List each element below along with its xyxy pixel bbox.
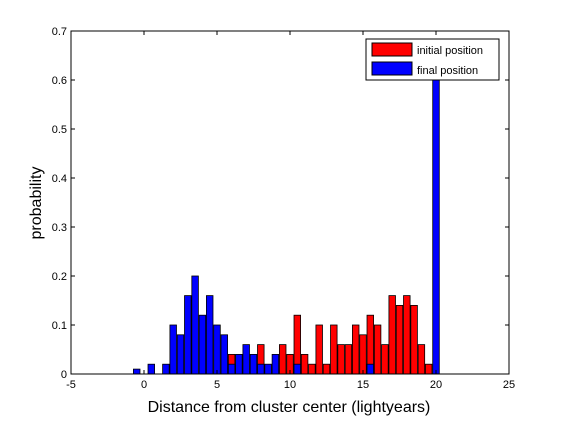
bar-final-6 — [191, 275, 199, 375]
x-axis-ticks: -5 0 5 10 15 20 25 — [66, 31, 515, 391]
legend-swatch-initial — [371, 42, 413, 57]
bar-initial-11 — [322, 363, 331, 375]
bar-initial-20 — [388, 295, 396, 375]
x-tick-label-0: -5 — [66, 379, 76, 391]
y-axis-label: probability — [28, 167, 45, 240]
y-tick-label-0: 0 — [61, 369, 67, 381]
plot-background — [71, 31, 509, 374]
y-tick-label-5: 0.5 — [52, 124, 67, 136]
y-tick-label-7: 0.7 — [52, 26, 67, 38]
x-tick-label-6: 25 — [503, 379, 515, 391]
bar-initial-24 — [417, 344, 426, 375]
y-tick-label-6: 0.6 — [52, 75, 67, 87]
series-initial-position — [227, 295, 433, 375]
x-tick-label-5: 20 — [430, 379, 442, 391]
bar-initial-10 — [315, 324, 323, 375]
x-tick-label-4: 15 — [357, 379, 369, 391]
bar-initial-21 — [395, 304, 404, 375]
bar-initial-15 — [352, 324, 360, 375]
x-tick-label-2: 5 — [214, 379, 220, 391]
bar-final-2 — [162, 363, 170, 375]
legend-swatch-final — [371, 61, 413, 76]
bar-initial-22 — [403, 295, 411, 375]
bar-final-4 — [176, 334, 185, 375]
bar-initial-19 — [381, 344, 389, 375]
bar-final-8 — [206, 295, 214, 375]
y-tick-label-3: 0.3 — [52, 222, 67, 234]
bar-final-10 — [220, 334, 228, 375]
bar-initial-16 — [359, 334, 367, 375]
bar-initial-8 — [300, 353, 309, 375]
legend: initial position final position — [365, 38, 500, 81]
bar-final-19 — [366, 363, 374, 375]
legend-label-initial: initial position — [417, 45, 483, 57]
bar-final-1 — [147, 363, 155, 375]
bar-final-5 — [184, 295, 192, 375]
bar-final-17 — [271, 353, 280, 375]
bar-initial-13 — [337, 344, 345, 375]
bar-final-11 — [227, 363, 236, 375]
bar-initial-5 — [279, 344, 287, 375]
bar-initial-9 — [308, 363, 316, 375]
bar-final-7 — [198, 314, 207, 375]
y-tick-label-2: 0.2 — [52, 271, 67, 283]
legend-label-final: final position — [417, 65, 478, 77]
bar-final-20 — [432, 79, 440, 375]
bar-final-13 — [242, 344, 250, 375]
bar-initial-12 — [330, 324, 338, 375]
y-tick-label-4: 0.4 — [52, 173, 67, 185]
plot-area — [71, 31, 509, 374]
bar-final-9 — [213, 324, 221, 375]
bar-initial-25 — [425, 363, 433, 375]
bar-initial-14 — [344, 344, 353, 375]
y-tick-label-1: 0.1 — [52, 320, 67, 332]
x-axis-label: Distance from cluster center (lightyears… — [148, 399, 431, 416]
bar-initial-18 — [373, 324, 382, 375]
y-axis-ticks: 0 0.1 0.2 0.3 0.4 0.5 0.6 0.7 — [52, 26, 509, 381]
x-tick-label-1: 0 — [141, 379, 147, 391]
bar-final-15 — [257, 363, 265, 375]
bar-final-0 — [133, 368, 141, 375]
bar-initial-23 — [410, 304, 418, 375]
bar-final-16 — [264, 363, 272, 375]
bar-final-14 — [249, 353, 258, 375]
x-tick-label-3: 10 — [284, 379, 296, 391]
bar-final-12 — [235, 353, 243, 375]
bar-final-18 — [293, 363, 301, 375]
bar-final-3 — [169, 324, 177, 375]
series-final-position — [133, 79, 440, 375]
